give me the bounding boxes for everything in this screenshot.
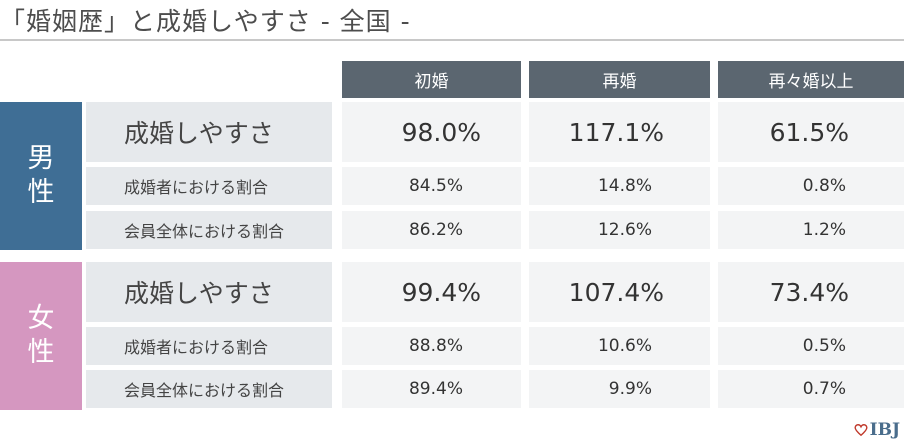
cell-male-member-third: 1.2% [718,211,904,249]
column-header-remarriage: 再婚 [529,61,710,98]
cell-male-ease-re: 117.1% [529,102,710,162]
cell-female-married-re: 10.6% [529,327,710,365]
cell-female-member-third: 0.7% [718,370,904,408]
gender-label-female: 女 性 [0,262,82,410]
row-label-male-member-share: 会員全体における割合 [86,211,332,249]
gender-label-male-line2: 性 [27,177,55,208]
cell-female-ease-first: 99.4% [342,262,521,322]
cell-female-member-re: 9.9% [529,370,710,408]
gender-label-male: 男 性 [0,102,82,250]
cell-female-married-first: 88.8% [342,327,521,365]
ibj-logo: IBJ [854,420,900,440]
cell-male-member-first: 86.2% [342,211,521,249]
cell-male-ease-first: 98.0% [342,102,521,162]
title-divider [0,39,904,41]
row-label-male-ease: 成婚しやすさ [86,102,332,162]
row-label-female-ease: 成婚しやすさ [86,262,332,322]
cell-male-ease-third: 61.5% [718,102,904,162]
gender-label-female-line1: 女 [27,303,55,335]
row-label-female-married-share: 成婚者における割合 [86,327,332,365]
page-title: 「婚姻歴」と成婚しやすさ - 全国 - [0,7,411,36]
logo-text: IBJ [869,420,900,440]
heart-icon [854,424,868,437]
cell-female-ease-re: 107.4% [529,262,710,322]
cell-male-married-first: 84.5% [342,167,521,205]
cell-female-member-first: 89.4% [342,370,521,408]
row-label-female-member-share: 会員全体における割合 [86,370,332,408]
gender-label-female-line2: 性 [27,337,55,368]
column-header-third-marriage: 再々婚以上 [718,61,904,98]
row-label-male-married-share: 成婚者における割合 [86,167,332,205]
gender-label-male-line1: 男 [27,143,55,175]
cell-male-married-re: 14.8% [529,167,710,205]
column-header-first-marriage: 初婚 [342,61,521,98]
cell-male-married-third: 0.8% [718,167,904,205]
cell-female-ease-third: 73.4% [718,262,904,322]
cell-female-married-third: 0.5% [718,327,904,365]
cell-male-member-re: 12.6% [529,211,710,249]
